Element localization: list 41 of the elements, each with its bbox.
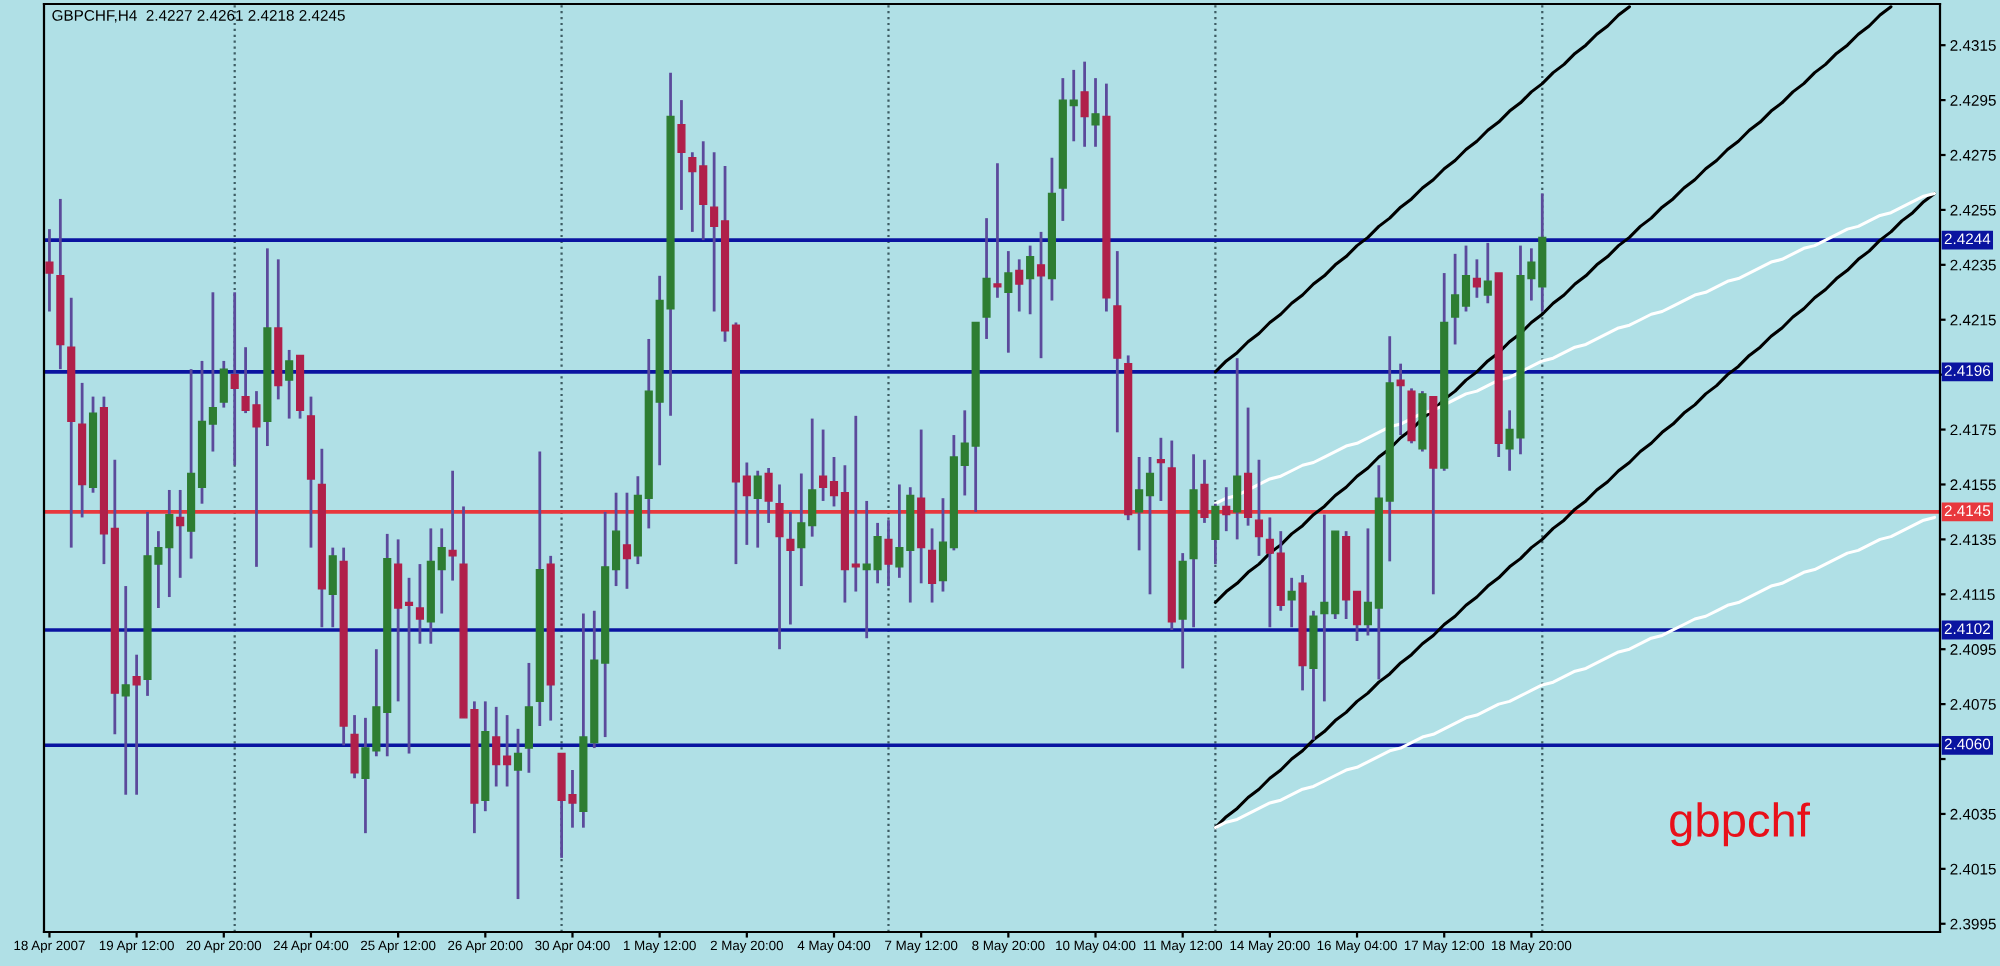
candlestick xyxy=(176,488,185,580)
candlestick xyxy=(513,727,523,901)
candlestick xyxy=(1243,406,1253,528)
candlestick xyxy=(1472,257,1481,300)
candlestick xyxy=(45,227,54,313)
candlestick xyxy=(993,161,1002,300)
candlestick xyxy=(1254,458,1264,558)
candlestick xyxy=(775,483,784,651)
candlestick xyxy=(982,216,991,341)
candlestick xyxy=(1004,249,1013,355)
candlestick xyxy=(328,546,337,629)
candlestick xyxy=(1233,356,1242,541)
candlestick xyxy=(1026,244,1035,316)
annotation: gbpchf xyxy=(1670,802,1810,847)
candlestick xyxy=(219,359,228,409)
candlestick xyxy=(350,713,359,780)
candlestick xyxy=(884,518,893,588)
candlestick xyxy=(1483,241,1492,305)
candlestick xyxy=(448,469,457,582)
candlestick xyxy=(1080,60,1089,149)
candlestick xyxy=(1222,485,1231,533)
candlestick xyxy=(132,653,141,797)
candlestick xyxy=(524,661,533,775)
candlestick xyxy=(415,562,425,646)
candlestick xyxy=(1200,458,1209,525)
candlestick xyxy=(927,527,937,604)
candlestick xyxy=(1015,257,1024,313)
candlestick xyxy=(1156,436,1165,503)
candlestick xyxy=(786,510,795,626)
candlestick xyxy=(1211,502,1220,566)
candlestick xyxy=(230,290,239,467)
candlestick xyxy=(1396,362,1405,437)
candlestick xyxy=(285,348,294,420)
candlestick xyxy=(1287,576,1296,629)
candlestick xyxy=(121,584,130,797)
candlestick xyxy=(753,469,762,550)
candlestick xyxy=(677,98,686,212)
candlestick xyxy=(1091,76,1100,149)
candlestick xyxy=(1036,230,1046,360)
candlestick xyxy=(622,491,632,591)
candlestick xyxy=(764,466,773,525)
